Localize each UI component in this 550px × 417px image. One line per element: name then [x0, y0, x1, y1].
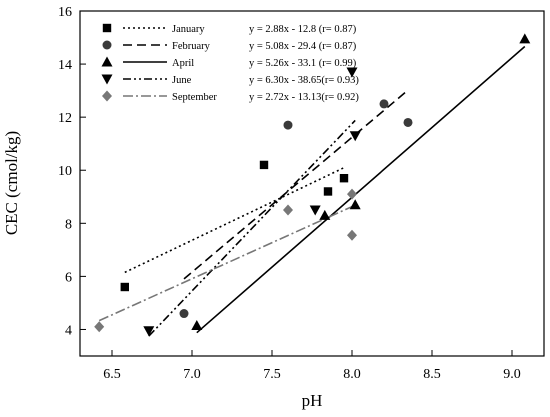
x-tick-label: 7.5 — [263, 367, 281, 382]
y-tick-label: 4 — [65, 323, 72, 338]
legend-marker-january — [102, 23, 112, 33]
point-january — [323, 187, 333, 196]
legend-marker-june — [101, 74, 113, 85]
point-june — [346, 67, 358, 78]
y-tick-label: 8 — [65, 217, 72, 232]
x-tick-label: 6.5 — [103, 367, 121, 382]
fit-line-june — [148, 119, 356, 337]
point-february — [283, 120, 293, 130]
y-tick-label: 14 — [58, 58, 72, 73]
point-april — [349, 199, 361, 210]
point-february — [403, 117, 413, 127]
point-january — [259, 160, 269, 170]
axis-ticks: 6.5 7.0 7.5 8.0 8.5 9.0 4 6 8 10 12 14 16 — [58, 5, 521, 382]
x-tick-label: 7.0 — [183, 367, 201, 382]
y-tick-label: 12 — [58, 111, 72, 126]
legend-label-june: June — [172, 75, 192, 86]
y-tick-label: 6 — [65, 270, 72, 285]
point-april — [191, 319, 203, 330]
legend-label-april: April — [172, 58, 194, 69]
x-tick-label: 8.0 — [343, 367, 361, 382]
data-points — [94, 33, 531, 337]
fit-lines — [98, 45, 526, 337]
legend-equation-february: y = 5.08x - 29.4 (r= 0.87) — [249, 41, 357, 52]
legend-label-september: September — [172, 92, 217, 103]
point-february — [179, 309, 189, 319]
point-june — [309, 205, 321, 216]
legend-equation-january: y = 2.88x - 12.8 (r= 0.87) — [249, 24, 357, 35]
point-june — [349, 131, 361, 142]
point-september — [283, 204, 293, 216]
y-tick-label: 10 — [58, 164, 72, 179]
point-june — [143, 326, 155, 337]
y-axis-title: CEC (cmol/kg) — [2, 131, 21, 235]
y-tick-label: 16 — [58, 5, 72, 20]
plot-frame — [79, 10, 545, 357]
x-tick-label: 8.5 — [423, 367, 441, 382]
legend-marker-april — [101, 56, 113, 67]
point-february — [379, 99, 389, 109]
legend-marker-february — [102, 40, 112, 50]
legend-equation-april: y = 5.26x - 33.1 (r= 0.99) — [249, 58, 357, 69]
legend-marker-september — [102, 90, 112, 102]
legend-label-january: January — [172, 24, 205, 35]
point-september — [347, 229, 357, 241]
legend: January y = 2.88x - 12.8 (r= 0.87) Februar… — [101, 23, 359, 103]
point-april — [319, 209, 331, 220]
point-september — [347, 188, 357, 200]
x-axis-title: pH — [302, 391, 323, 410]
fit-line-april — [196, 45, 526, 334]
point-september — [94, 321, 105, 333]
x-tick-label: 9.0 — [503, 367, 521, 382]
point-april — [519, 33, 531, 44]
legend-equation-june: y = 6.30x - 38.65(r= 0.93) — [249, 75, 359, 86]
point-january — [120, 282, 129, 292]
fit-line-january — [124, 166, 345, 274]
legend-equation-september: y = 2.72x - 13.13(r= 0.92) — [249, 92, 359, 103]
fit-line-february — [183, 89, 409, 280]
point-january — [339, 173, 349, 183]
legend-label-february: February — [172, 41, 211, 52]
